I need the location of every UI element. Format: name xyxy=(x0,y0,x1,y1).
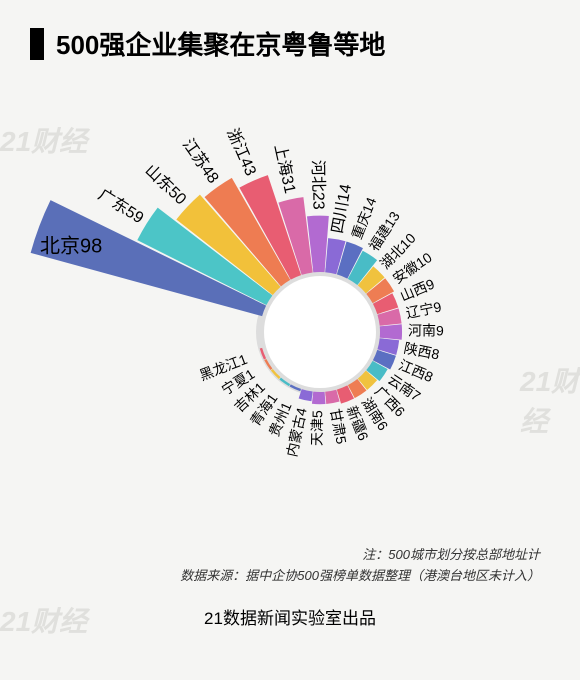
label-江苏: 江苏48 xyxy=(179,136,222,187)
bar-河南 xyxy=(380,324,402,339)
bar-天津 xyxy=(312,392,326,405)
polar-chart: 北京98广东59山东50江苏48浙江43上海31河北23四川14重庆14福建13… xyxy=(0,72,580,542)
footnotes: 注：500城市划分按总部地址计 数据来源：据中企协500强榜单数据整理（港澳台地… xyxy=(0,544,580,584)
title-bar: 500强企业集聚在京粤鲁等地 xyxy=(0,0,580,72)
label-山东: 山东50 xyxy=(141,161,190,208)
source-text: 数据来源：据中企协500强榜单数据整理（港澳台地区未计入） xyxy=(40,565,540,584)
credit-text: 21数据新闻实验室出品 xyxy=(0,604,580,629)
label-河北: 河北23 xyxy=(309,160,328,210)
label-辽宁: 辽宁9 xyxy=(404,298,442,321)
label-广东: 广东59 xyxy=(95,186,147,228)
polar-chart-svg: 北京98广东59山东50江苏48浙江43上海31河北23四川14重庆14福建13… xyxy=(0,72,580,542)
label-北京: 北京98 xyxy=(40,234,102,257)
chart-title: 500强企业集聚在京粤鲁等地 xyxy=(56,25,385,62)
note-text: 注：500城市划分按总部地址计 xyxy=(40,544,540,563)
title-accent-block xyxy=(30,28,44,60)
label-上海: 上海31 xyxy=(271,143,299,196)
label-浙江: 浙江43 xyxy=(223,126,260,179)
label-天津: 天津5 xyxy=(309,410,326,446)
label-河南: 河南9 xyxy=(408,323,444,339)
